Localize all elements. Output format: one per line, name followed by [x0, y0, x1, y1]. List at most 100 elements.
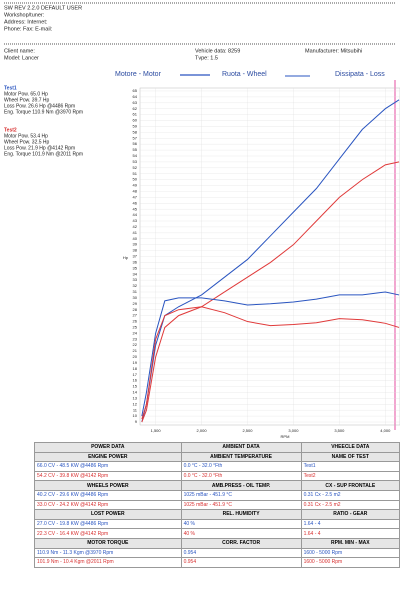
- table-row: 101.9 Nm - 10.4 Kgm @2011 Rpm 0.954 1600 -…: [34, 557, 400, 568]
- software: SW REV 2.2.0 DEFAULT USER: [4, 5, 82, 11]
- y-tick-label: 49: [133, 183, 138, 188]
- y-tick-label: 44: [133, 212, 138, 217]
- table-row: LOST POWER REL. HUMIDITY RATIO - GEAR: [34, 509, 400, 520]
- test-name: Test2: [4, 127, 17, 133]
- y-tick-label: 59: [133, 123, 138, 128]
- y-tick-label: 11: [133, 407, 138, 412]
- table-cell: CX - SUP FRONTALE: [300, 480, 400, 491]
- x-axis-label: RPM: [281, 434, 290, 439]
- table-row: 66.0 CV - 48.5 KW @4486 Rpm 0.0 °C - 32.0…: [34, 461, 400, 472]
- y-tick-label: 43: [133, 218, 138, 223]
- test-line: Motor Pow. 53.4 Hp: [4, 133, 48, 139]
- test-line: Loss Pow. 21.9 Hp @4142 Rpm: [4, 145, 75, 151]
- test-line: Motor Pow. 65.0 Hp: [4, 91, 48, 97]
- y-tick-label: 9: [135, 419, 138, 424]
- y-tick-label: 55: [133, 147, 138, 152]
- table-cell: 66.0 CV - 48.5 KW @4486 Rpm: [34, 461, 182, 472]
- type: Tvpe: 1.5: [195, 55, 218, 61]
- table-cell: Test2: [300, 470, 400, 482]
- manufacturer: Manufacturer: Mitsubihi: [305, 48, 362, 54]
- y-tick-label: 27: [133, 313, 138, 318]
- table-cell: MOTOR TORQUE: [34, 537, 182, 549]
- table-row: 22.3 CV - 16.4 KW @4142 Rpm 40 % 1.64 - 4: [34, 528, 400, 539]
- y-tick-label: 50: [133, 177, 138, 182]
- table-cell: 22.3 CV - 16.4 KW @4142 Rpm: [34, 528, 182, 539]
- test-line: Wheel Pow. 39.7 Hp: [4, 97, 50, 103]
- table-cell: 27.0 CV - 19.8 KW @4486 Rpm: [34, 518, 182, 530]
- table-cell: 110.9 Nm - 11.3 Kgm @3970 Rpm: [34, 547, 182, 559]
- legend-wheel: Ruota - Wheel: [222, 71, 267, 78]
- y-tick-label: 30: [133, 295, 138, 300]
- table-cell: 1025 mBar - 451.9 °C: [180, 489, 302, 501]
- table-row: MOTOR TORQUE CORR. FACTOR RPM. MIN - MAX: [34, 537, 400, 549]
- y-tick-label: 46: [133, 200, 138, 205]
- y-tick-label: 22: [133, 342, 138, 347]
- phone: Phone: Fax: E-mail:: [4, 26, 53, 32]
- table-row: 40.2 CV - 29.6 KW @4486 Rpm 1025 mBar - 4…: [34, 489, 400, 501]
- table-cell: 54.2 CV - 39.8 KW @4142 Rpm: [34, 470, 182, 482]
- table-cell: RPM. MIN - MAX: [300, 537, 400, 549]
- legend-motor: Motore - Motor: [115, 71, 162, 78]
- y-tick-label: 33: [133, 277, 138, 282]
- y-tick-label: 14: [133, 390, 138, 395]
- y-tick-label: 51: [133, 171, 138, 176]
- table-cell: 0.31 Cx - 2.5 m2: [300, 489, 400, 501]
- y-tick-label: 56: [133, 141, 138, 146]
- test-line: Wheel Pow. 32.5 Hp: [4, 139, 50, 145]
- y-tick-label: 58: [133, 129, 138, 134]
- y-tick-label: 40: [133, 236, 138, 241]
- table-cell: 40.2 CV - 29.6 KW @4486 Rpm: [34, 489, 182, 501]
- y-tick-label: 32: [133, 283, 138, 288]
- test-line: Loss Pow. 26.6 Hp @4486 Rpm: [4, 103, 75, 109]
- table-cell: 40 %: [180, 518, 302, 530]
- test-name: Test1: [4, 85, 17, 91]
- y-tick-label: 39: [133, 242, 138, 247]
- y-tick-label: 48: [133, 189, 138, 194]
- y-tick-label: 38: [133, 248, 138, 253]
- y-tick-label: 36: [133, 259, 138, 264]
- report: SW REV 2.2.0 DEFAULT USER Workshop/tuner…: [4, 2, 400, 439]
- y-tick-label: 37: [133, 254, 138, 259]
- y-tick-label: 24: [133, 330, 138, 335]
- x-tick-label: 3,500: [334, 428, 345, 433]
- table-cell: 1.64 - 4: [300, 518, 400, 530]
- table-row: POWER DATA AMBIENT DATA VHEECLE DATA: [34, 442, 400, 453]
- x-tick-label: 2,500: [242, 428, 253, 433]
- y-tick-label: 61: [133, 112, 138, 117]
- test-line: Eng. Torque 101.9 Nm @2011 Rpm: [4, 151, 83, 157]
- series-line: [141, 291, 400, 417]
- table-cell: 1.64 - 4: [300, 528, 400, 539]
- table-cell: LOST POWER: [34, 509, 182, 520]
- table-row: ENGINE POWER AMBIENT TEMPERATURE NAME OF T…: [34, 451, 400, 463]
- results-table: POWER DATA AMBIENT DATA VHEECLE DATA ENGINE…: [34, 442, 400, 568]
- table-cell: 0.954: [180, 557, 302, 568]
- x-tick-label: 4,000: [380, 428, 391, 433]
- y-tick-label: 12: [133, 401, 138, 406]
- table-cell: 1600 - 5000 Rpm: [300, 547, 400, 559]
- address: Address: Internet:: [4, 19, 48, 25]
- series-line: [141, 306, 400, 420]
- y-tick-label: 45: [133, 206, 138, 211]
- table-cell: POWER DATA: [34, 442, 182, 453]
- y-tick-label: 16: [133, 378, 138, 383]
- table-cell: AMBIENT DATA: [180, 442, 302, 453]
- table-cell: REL. HUMIDITY: [180, 509, 302, 520]
- y-tick-label: 25: [133, 325, 138, 330]
- y-tick-label: 20: [133, 354, 138, 359]
- client: Client name:: [4, 48, 35, 54]
- table-cell: ENGINE POWER: [34, 451, 182, 463]
- x-tick-label: 1,500: [151, 428, 162, 433]
- y-tick-label: 35: [133, 265, 138, 270]
- y-tick-label: 26: [133, 319, 138, 324]
- y-tick-label: 54: [133, 153, 138, 158]
- model: Model: Lancer: [4, 55, 39, 61]
- y-tick-label: 13: [133, 395, 138, 400]
- y-tick-label: 64: [133, 94, 138, 99]
- table-cell: CORR. FACTOR: [180, 537, 302, 549]
- table-cell: AMBIENT TEMPERATURE: [180, 451, 302, 463]
- y-tick-label: 42: [133, 224, 138, 229]
- table-cell: WHEELS POWER: [34, 480, 182, 491]
- y-tick-label: 65: [133, 88, 138, 93]
- x-tick-label: 3,000: [288, 428, 299, 433]
